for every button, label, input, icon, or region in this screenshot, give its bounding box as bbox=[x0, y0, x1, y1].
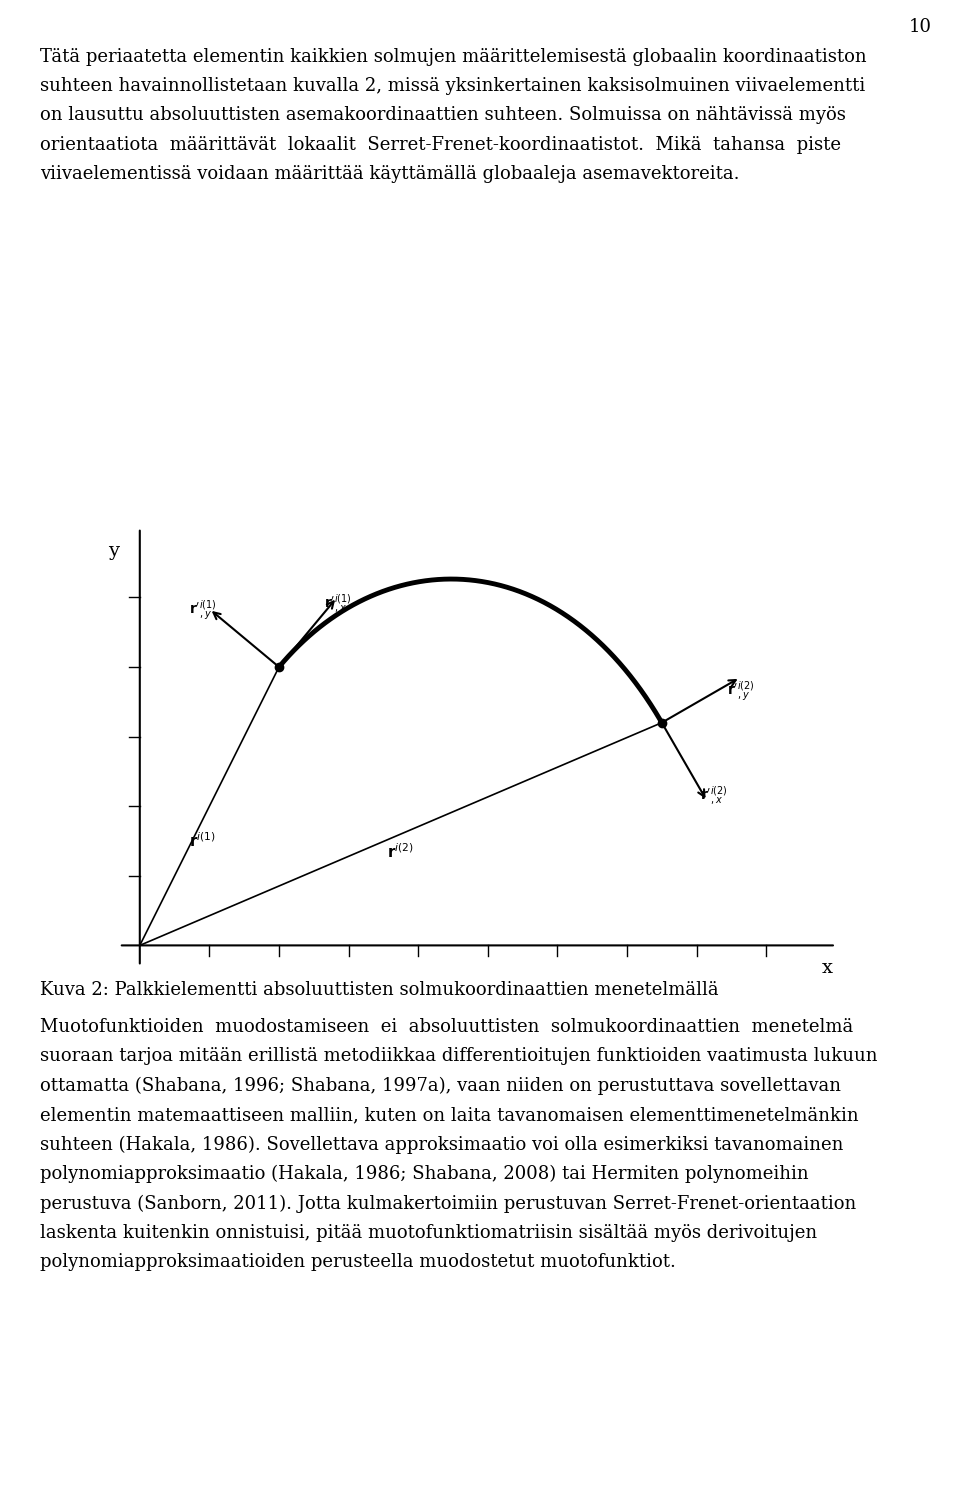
Text: x: x bbox=[822, 959, 833, 977]
Text: $\mathbf{r}'^{i(1)}_{,y}$: $\mathbf{r}'^{i(1)}_{,y}$ bbox=[188, 599, 216, 621]
Text: $\mathbf{r}'^{i(1)}_{,x}$: $\mathbf{r}'^{i(1)}_{,x}$ bbox=[324, 593, 352, 615]
Text: Kuva 2: Palkkielementti absoluuttisten solmukoordinaattien menetelmällä: Kuva 2: Palkkielementti absoluuttisten s… bbox=[40, 982, 719, 998]
Text: $\mathbf{r}^{i(1)}$: $\mathbf{r}^{i(1)}$ bbox=[189, 831, 216, 851]
Text: 10: 10 bbox=[908, 18, 931, 36]
Text: y: y bbox=[108, 541, 119, 559]
Text: $\mathbf{r}^{i(2)}$: $\mathbf{r}^{i(2)}$ bbox=[388, 841, 414, 861]
Text: $\mathbf{r}'^{i(2)}_{,y}$: $\mathbf{r}'^{i(2)}_{,y}$ bbox=[727, 679, 755, 703]
Text: $\mathbf{r}'^{i(2)}_{,x}$: $\mathbf{r}'^{i(2)}_{,x}$ bbox=[701, 784, 729, 807]
Text: Tätä periaatetta elementin kaikkien solmujen määrittelemisestä globaalin koordin: Tätä periaatetta elementin kaikkien solm… bbox=[40, 48, 867, 182]
Text: Muotofunktioiden  muodostamiseen  ei  absoluuttisten  solmukoordinaattien  menet: Muotofunktioiden muodostamiseen ei absol… bbox=[40, 1018, 877, 1271]
